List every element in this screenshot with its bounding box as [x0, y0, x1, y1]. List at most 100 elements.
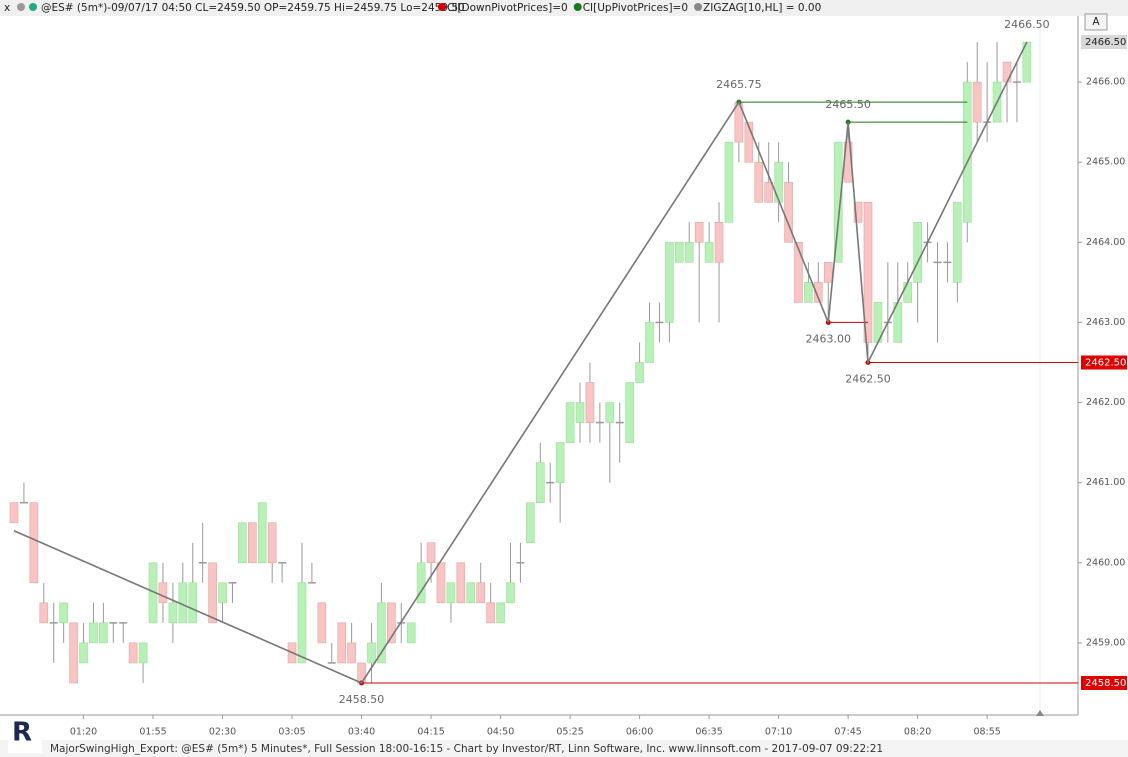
zigzag-label: 2463.00	[806, 332, 852, 345]
candle-body	[39, 602, 49, 624]
candle-body	[69, 622, 78, 684]
candle-body	[79, 642, 88, 664]
candle-body	[128, 642, 138, 664]
candle-body	[267, 522, 277, 564]
candle-body	[297, 582, 307, 664]
close-button[interactable]: x	[4, 2, 10, 14]
candle-body	[188, 582, 198, 624]
candle-body	[416, 562, 426, 604]
footer-text: MajorSwingHigh_Export: @ES# (5m*) 5 Minu…	[50, 743, 883, 755]
candle-body	[724, 141, 734, 223]
candle-body	[585, 382, 595, 423]
indicator-text: ZIGZAG[10,HL] = 0.00	[703, 2, 821, 14]
candle-body	[257, 502, 267, 564]
candle-body	[29, 502, 39, 584]
indicator-dot	[573, 3, 582, 11]
zigzag-label: 2465.75	[716, 78, 762, 91]
status-icon	[17, 3, 25, 11]
auto-scale-label[interactable]: A	[1092, 16, 1100, 28]
candle-body	[675, 242, 684, 263]
candle-body	[496, 602, 505, 624]
candle-body	[168, 602, 178, 624]
y-tick-label: 2462.00	[1086, 397, 1125, 408]
y-tick-label: 2464.00	[1086, 237, 1125, 248]
candle-body	[248, 522, 257, 564]
logo	[8, 717, 42, 753]
candle-body	[804, 282, 813, 303]
candle-body	[1002, 61, 1012, 83]
indicator-text: CI[DownPivotPrices]=0	[447, 2, 568, 14]
zigzag-label: 2466.50	[1004, 18, 1050, 31]
candle-body	[853, 201, 863, 223]
price-tag	[1081, 675, 1127, 690]
footer-bar	[0, 740, 1128, 757]
status-icon	[29, 3, 37, 11]
candle-body	[694, 221, 704, 243]
candle-body	[754, 161, 764, 203]
candle-body	[526, 502, 535, 544]
candle-body	[238, 522, 247, 564]
candle-body	[784, 181, 793, 243]
y-tick-label: 2466.00	[1086, 77, 1125, 88]
candle-body	[138, 642, 148, 664]
candle-body	[714, 221, 724, 263]
candle-body	[565, 402, 575, 443]
candle-body	[158, 582, 168, 604]
candle-body	[446, 582, 456, 604]
candle-body	[794, 242, 803, 303]
candle-body	[903, 282, 913, 303]
zigzag-label: 2465.50	[825, 98, 871, 111]
x-tick-label: 03:05	[278, 727, 305, 738]
indicator-dot	[694, 3, 703, 11]
candle-body	[59, 602, 68, 624]
candle-body	[9, 502, 19, 524]
price-tag-label: 2462.50	[1085, 357, 1126, 368]
candle-body	[575, 402, 585, 423]
candle-body	[377, 602, 386, 664]
candle-body	[456, 562, 466, 604]
candle-body	[555, 442, 565, 483]
x-tick-label: 07:10	[765, 727, 792, 738]
y-tick-label: 2463.00	[1086, 317, 1125, 328]
candle-body	[486, 602, 495, 624]
zigzag-label: 2458.50	[339, 693, 385, 706]
zigzag-line	[13, 41, 1028, 684]
x-tick-label: 08:55	[973, 727, 1000, 738]
indicator-dot	[438, 3, 446, 11]
candle-body	[814, 282, 823, 303]
indicator-text: CI[UpPivotPrices]=0	[583, 2, 688, 14]
candle-body	[426, 542, 436, 564]
x-tick-label: 04:15	[417, 727, 444, 738]
candle-body	[476, 582, 486, 604]
candle-body	[744, 121, 754, 163]
x-tick-label: 01:20	[70, 727, 97, 738]
x-tick-label: 03:40	[348, 727, 375, 738]
candle-body	[635, 362, 644, 383]
candle-body	[466, 582, 476, 604]
auto-scale-button[interactable]	[1084, 13, 1108, 31]
y-tick-label: 2460.00	[1086, 557, 1125, 568]
logo-letter: R	[12, 718, 32, 748]
candle-body	[535, 462, 545, 503]
candle-body	[764, 181, 773, 203]
candle-body	[665, 242, 674, 323]
candle-body	[387, 602, 396, 644]
candle-body	[89, 622, 98, 644]
header-bar	[0, 0, 1128, 16]
candle-body	[506, 582, 515, 604]
candle-body	[605, 402, 615, 423]
price-tag	[1081, 355, 1127, 370]
y-tick-label: 2465.00	[1086, 157, 1125, 168]
y-tick-label: 2459.00	[1086, 637, 1125, 648]
x-tick-label: 06:00	[626, 727, 653, 738]
candle-body	[684, 242, 694, 263]
zigzag-label: 2462.50	[845, 372, 891, 385]
x-tick-label: 02:30	[209, 727, 236, 738]
candle-body	[774, 161, 783, 203]
x-tick-label: 04:50	[487, 727, 514, 738]
candle-body	[317, 602, 327, 644]
x-tick-label: 06:35	[695, 727, 722, 738]
scroll-marker[interactable]	[1036, 710, 1044, 716]
candle-body	[953, 201, 962, 283]
